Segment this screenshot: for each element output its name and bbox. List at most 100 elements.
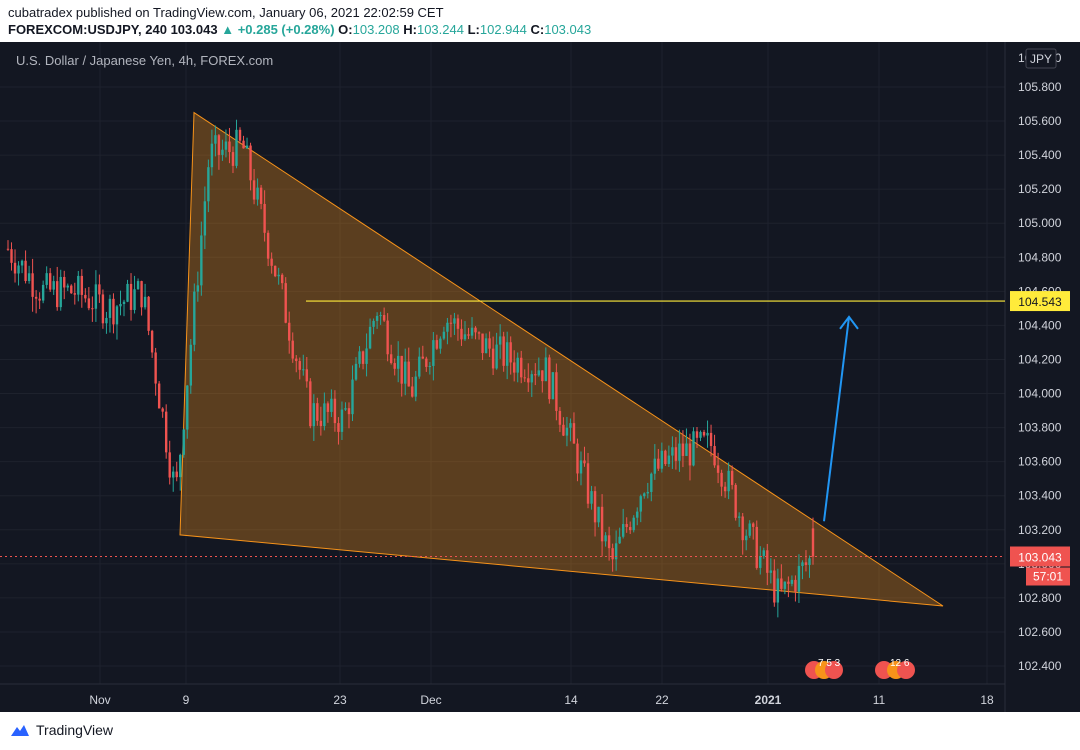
candle-body — [498, 336, 502, 345]
candle-body — [17, 265, 20, 274]
candle-body — [354, 363, 358, 380]
candle-body — [179, 454, 182, 478]
candle-body — [759, 555, 762, 568]
candle-body — [259, 187, 263, 204]
candle-body — [305, 369, 308, 382]
date-tick-label: Nov — [89, 693, 110, 707]
candle-body — [600, 506, 604, 542]
candle-body — [400, 355, 403, 384]
candle-body — [432, 340, 435, 366]
candle-body — [730, 470, 734, 485]
candle-body — [164, 411, 168, 453]
resistance-price-tag-label: 104.543 — [1018, 295, 1062, 309]
date-tick-label: 2021 — [755, 693, 782, 707]
candle-body — [460, 328, 463, 340]
countdown-tag — [1026, 567, 1070, 586]
candle-body — [752, 523, 755, 527]
candle-body — [77, 275, 80, 295]
candle-body — [453, 318, 456, 324]
event-marker-icon[interactable] — [825, 661, 843, 679]
price-chart[interactable]: 102.400102.600102.800103.000103.200103.4… — [0, 42, 1080, 712]
candle-body — [579, 460, 583, 474]
symbol-title: U.S. Dollar / Japanese Yen, 4h, FOREX.co… — [16, 53, 273, 68]
candle-body — [548, 357, 551, 400]
candle-body — [794, 579, 797, 592]
candle-body — [477, 332, 481, 334]
date-tick-label: 22 — [655, 693, 669, 707]
symbol-label: FOREXCOM:USDJPY, 240 — [8, 22, 167, 37]
event-marker-counts: 12 6 — [890, 658, 910, 669]
candle-body — [193, 291, 196, 345]
candle-body — [94, 284, 98, 309]
candle-body — [537, 370, 541, 376]
candle-body — [302, 369, 305, 371]
last-price-tag-label: 103.043 — [1018, 551, 1062, 565]
candle-body — [284, 283, 287, 323]
tradingview-logo-text: TradingView — [36, 722, 114, 738]
candle-body — [470, 327, 474, 336]
event-marker-icon[interactable] — [897, 661, 915, 679]
candle-body — [291, 340, 294, 359]
candle-body — [214, 135, 217, 144]
low-value: 102.944 — [479, 22, 527, 37]
date-tick-label: 18 — [980, 693, 994, 707]
candle-body — [203, 201, 207, 236]
change-value: +0.285 (+0.28%) — [237, 22, 335, 37]
candle-body — [565, 427, 569, 436]
candle-body — [207, 167, 210, 202]
candle-body — [808, 558, 811, 565]
candle-body — [720, 472, 723, 487]
candle-body — [428, 365, 432, 367]
publish-line: cubatradex published on TradingView.com,… — [8, 5, 444, 20]
candle-body — [513, 362, 516, 373]
price-tick-label: 103.800 — [1018, 421, 1062, 435]
candle-body — [491, 348, 495, 369]
price-tick-label: 102.400 — [1018, 659, 1062, 673]
candle-body — [175, 471, 178, 478]
open-label: O: — [338, 22, 353, 37]
candle-body — [727, 470, 730, 492]
candle-body — [614, 543, 618, 560]
event-markers-1[interactable]: 7 5 3 — [805, 658, 843, 679]
candle-body — [435, 340, 439, 349]
candle-body — [101, 294, 105, 324]
tradingview-logo[interactable]: TradingView — [10, 722, 113, 738]
candle-body — [484, 338, 488, 354]
candle-body — [256, 187, 259, 200]
candle-body — [365, 348, 368, 364]
candle-body — [418, 356, 421, 377]
candle-body — [653, 458, 657, 474]
candle-body — [790, 579, 794, 584]
candle-body — [632, 517, 635, 531]
candle-body — [182, 429, 185, 455]
price-tick-label: 105.400 — [1018, 148, 1062, 162]
projection-arrow-shaft — [823, 316, 850, 522]
candle-body — [439, 338, 442, 349]
candle-body — [228, 141, 231, 153]
candle-body — [481, 333, 484, 354]
candle-body — [463, 334, 467, 340]
last-price-value: 103.043 — [170, 22, 218, 37]
event-markers-2[interactable]: 12 6 — [875, 658, 915, 679]
candle-body — [91, 308, 94, 310]
candle-body — [773, 570, 776, 603]
candle-body — [263, 203, 266, 233]
tradingview-footer: TradingView — [0, 712, 1080, 750]
candle-body — [629, 527, 632, 531]
candle-body — [646, 491, 649, 494]
currency-button[interactable] — [1025, 48, 1057, 69]
falling-wedge-triangle[interactable] — [179, 111, 944, 607]
candle-body — [288, 322, 291, 341]
candle-body — [660, 450, 664, 469]
candle-body — [150, 330, 154, 353]
projection-arrow[interactable] — [823, 315, 859, 522]
candle-body — [344, 408, 347, 410]
candle-body — [421, 356, 425, 359]
candle-body — [119, 303, 122, 307]
price-tick-label: 102.800 — [1018, 591, 1062, 605]
candle-body — [295, 358, 298, 362]
candle-body — [280, 274, 284, 284]
candle-body — [685, 443, 688, 456]
candle-body — [569, 423, 572, 428]
candle-body — [189, 344, 192, 386]
